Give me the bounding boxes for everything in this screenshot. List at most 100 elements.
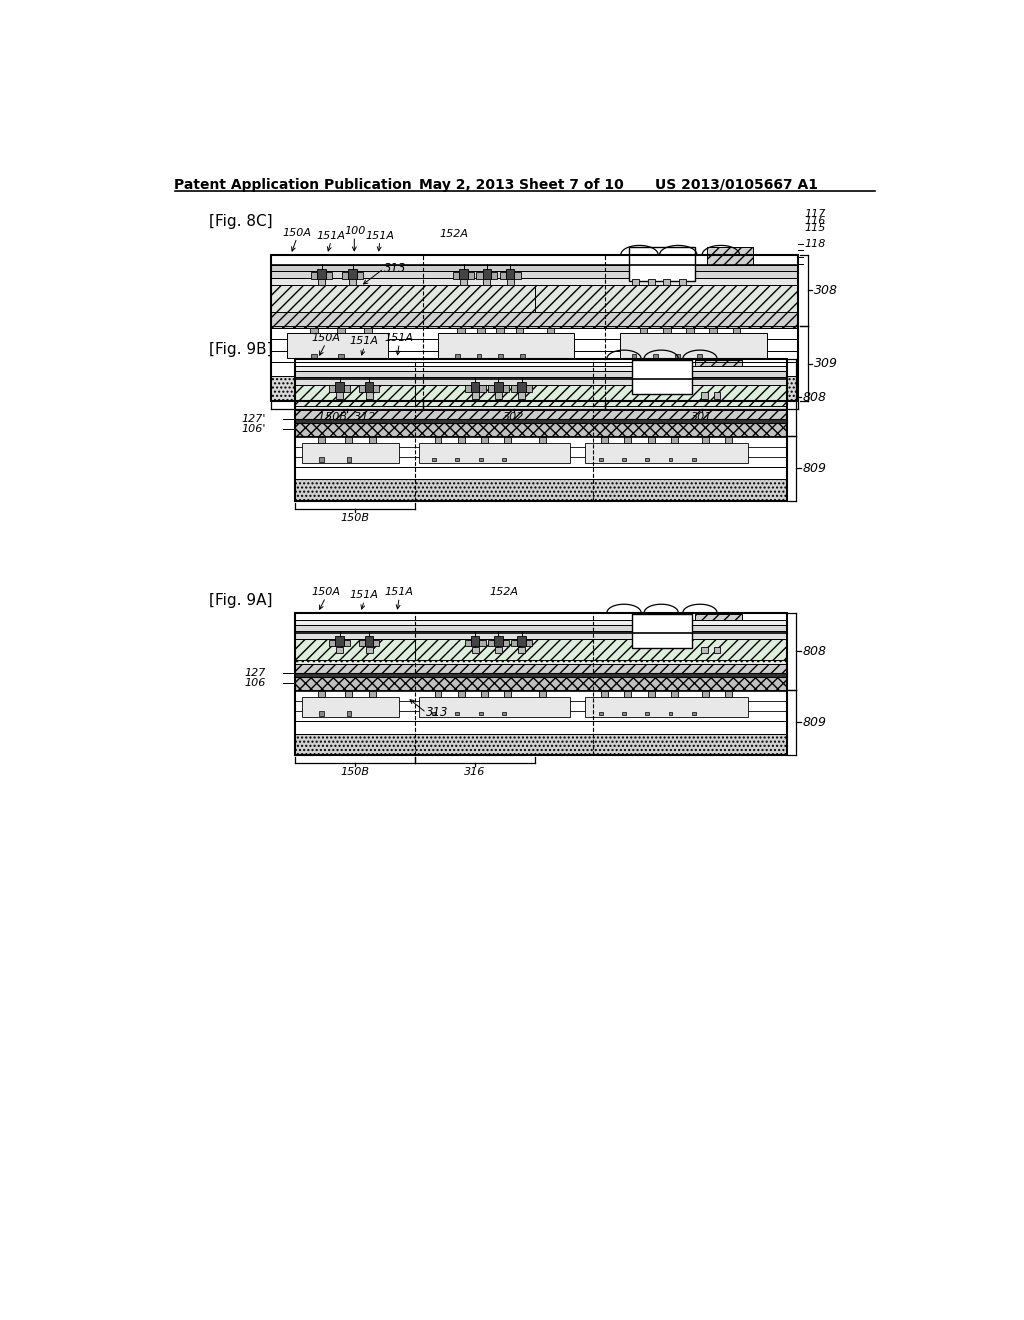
Bar [701, 392, 708, 399]
Bar [732, 327, 740, 333]
Bar [271, 300, 799, 312]
Bar [697, 354, 701, 359]
Text: 115: 115 [805, 223, 826, 232]
Bar [663, 327, 671, 333]
Bar [271, 285, 535, 313]
Bar [671, 437, 678, 442]
Bar [271, 255, 799, 401]
Bar [601, 692, 608, 697]
Bar [295, 631, 786, 639]
Bar [686, 327, 693, 333]
Bar [622, 458, 626, 462]
Bar [338, 354, 344, 359]
Bar [518, 392, 525, 399]
Bar [640, 327, 647, 333]
Bar [495, 647, 502, 652]
Bar [295, 626, 786, 631]
Bar [477, 327, 484, 333]
Text: 116: 116 [805, 215, 826, 226]
Bar [517, 636, 526, 645]
Text: 152A: 152A [489, 587, 518, 598]
Bar [434, 437, 441, 442]
Bar [295, 619, 786, 626]
Bar [471, 381, 479, 392]
Bar [477, 354, 481, 359]
Bar [647, 692, 654, 697]
Bar [311, 272, 317, 279]
Bar [456, 458, 460, 462]
Bar [518, 647, 525, 652]
Text: 151A: 151A [350, 590, 379, 601]
Bar [369, 437, 376, 442]
Bar [336, 647, 343, 652]
Bar [302, 442, 399, 462]
Text: 302: 302 [503, 412, 524, 422]
Bar [514, 272, 520, 279]
Bar [365, 381, 374, 392]
Bar [295, 366, 786, 371]
Bar [675, 354, 680, 359]
Bar [692, 711, 695, 715]
Bar [342, 272, 348, 279]
Bar [695, 360, 741, 393]
Bar [271, 279, 799, 300]
Bar [645, 458, 649, 462]
Text: 308: 308 [814, 284, 838, 297]
Text: 809: 809 [802, 715, 826, 729]
Bar [669, 711, 673, 715]
Bar [535, 285, 799, 313]
Bar [669, 458, 673, 462]
Bar [295, 639, 415, 660]
Bar [295, 378, 786, 385]
Bar [374, 385, 380, 392]
Bar [329, 640, 335, 645]
Bar [540, 692, 546, 697]
Text: [Fig. 8C]: [Fig. 8C] [209, 214, 273, 228]
Bar [287, 333, 388, 358]
Bar [692, 458, 695, 462]
Bar [460, 268, 468, 279]
Bar [295, 359, 786, 502]
Bar [329, 385, 335, 392]
Bar [481, 692, 488, 697]
Bar [366, 647, 373, 652]
Bar [344, 640, 350, 645]
Bar [419, 442, 569, 462]
Bar [455, 354, 460, 359]
Bar [271, 264, 799, 271]
Text: Sheet 7 of 10: Sheet 7 of 10 [519, 178, 624, 191]
Bar [349, 280, 356, 285]
Bar [295, 371, 786, 378]
Bar [478, 458, 482, 462]
Bar [346, 457, 351, 462]
Bar [511, 640, 517, 645]
Bar [295, 411, 786, 420]
Text: 150B  312: 150B 312 [318, 412, 376, 422]
Bar [547, 327, 554, 333]
Bar [295, 392, 786, 411]
Bar [366, 392, 373, 399]
Bar [725, 437, 732, 442]
Bar [465, 640, 471, 645]
Bar [502, 458, 506, 462]
Bar [601, 437, 608, 442]
Bar [271, 363, 799, 376]
Bar [345, 437, 352, 442]
Bar [526, 385, 532, 392]
Text: May 2, 2013: May 2, 2013 [419, 178, 514, 191]
Bar [295, 612, 786, 755]
Bar [419, 697, 569, 717]
Bar [335, 636, 344, 645]
Bar [472, 647, 478, 652]
Bar [492, 272, 498, 279]
Bar [515, 327, 523, 333]
Bar [318, 280, 326, 285]
Bar [453, 272, 460, 279]
Bar [458, 437, 465, 442]
Text: 151A: 151A [366, 231, 394, 240]
Bar [311, 354, 316, 359]
Text: 808: 808 [802, 644, 826, 657]
Text: [Fig. 9B]: [Fig. 9B] [209, 342, 273, 356]
Text: 151A: 151A [316, 231, 345, 240]
Bar [348, 268, 357, 279]
